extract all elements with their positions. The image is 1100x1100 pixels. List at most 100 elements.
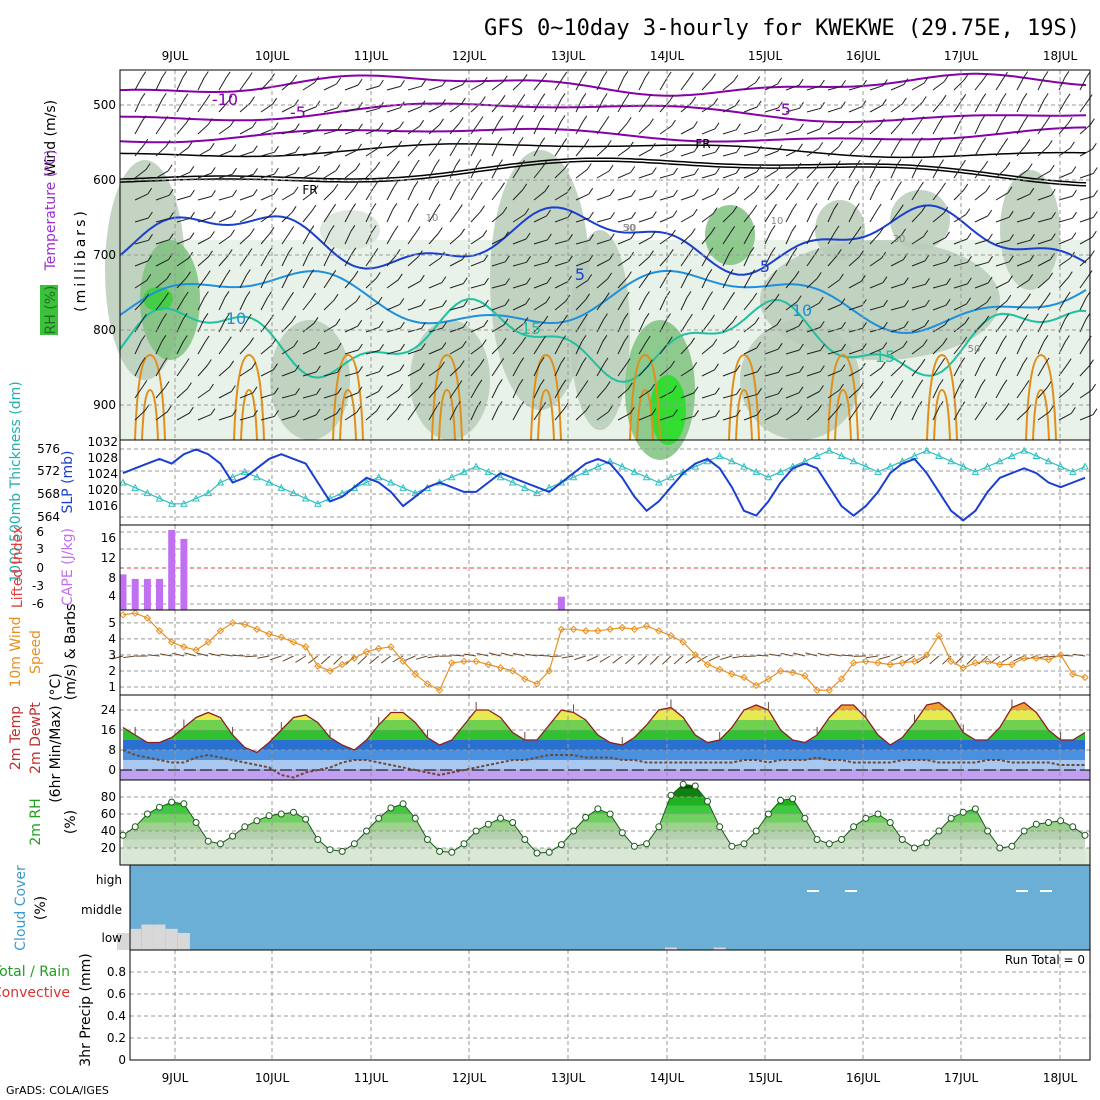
wind10-point — [253, 625, 261, 633]
wind-barb — [155, 99, 163, 113]
wind-barb-flag — [838, 140, 844, 148]
wind-barb — [197, 148, 211, 157]
wind-barb — [491, 343, 503, 355]
wind-barb-flag — [582, 313, 588, 321]
wind-barb-flag — [776, 164, 782, 171]
wind-barb-flag — [691, 96, 697, 104]
thickness-point — [594, 462, 602, 470]
wind-barb — [848, 209, 856, 223]
wind-barb-flag — [816, 272, 822, 279]
wind-barb-flag — [462, 277, 468, 284]
wind-barb — [155, 411, 168, 421]
wind-barb-flag — [963, 73, 969, 81]
dewpoint-line — [122, 749, 1085, 779]
y-tick-label: 6 — [36, 525, 44, 539]
wind-barb — [617, 195, 632, 201]
wind10-point — [277, 633, 286, 641]
wind-barb — [785, 231, 793, 245]
wind10-point — [314, 662, 322, 670]
thickness-point — [533, 489, 541, 497]
wind-barb-flag — [355, 295, 361, 302]
wind-barb — [659, 101, 670, 113]
wind10-point — [387, 643, 395, 651]
wind-barb-flag — [267, 291, 272, 298]
wind10-point — [448, 659, 456, 667]
wind-barb-flag — [420, 100, 426, 107]
wind-barb-flag — [770, 247, 776, 254]
wind-barb — [302, 129, 317, 135]
temp-contour-loop — [537, 388, 555, 441]
wind-barb-flag — [923, 76, 929, 84]
wind-barb-flag — [938, 379, 944, 386]
wind-barb — [344, 392, 359, 399]
wind-barb — [155, 363, 164, 377]
temp-contour-loop — [339, 388, 357, 441]
wind-barb — [785, 349, 800, 355]
wind-barb — [281, 370, 296, 377]
wind-barb — [1079, 100, 1089, 113]
wind-barb-flag — [754, 185, 760, 192]
cloud-marks — [117, 890, 1052, 951]
wind-barb-flag — [314, 76, 320, 83]
wind-barb — [1016, 239, 1031, 245]
wind-barb-flag — [477, 379, 483, 387]
wind-barb — [470, 385, 479, 399]
wind-barb — [407, 187, 415, 201]
wind-barb-flag — [419, 119, 425, 127]
wind-barb-flag — [1022, 335, 1028, 342]
wind-barb-flag — [1002, 379, 1008, 387]
wind-barb — [176, 277, 187, 289]
wind-barb — [491, 283, 506, 289]
wind-barb-flag — [941, 182, 946, 190]
wind-barb-flag — [777, 387, 783, 395]
wind10-point — [1069, 670, 1077, 678]
wind10-barb — [661, 655, 672, 665]
wind-barb — [155, 387, 166, 399]
wind-barb — [281, 192, 295, 201]
wind-barb — [428, 209, 437, 223]
wind-barb — [239, 234, 251, 245]
wind-barb — [134, 279, 148, 289]
wind-barb-flag — [163, 116, 169, 123]
rh-point — [1045, 819, 1052, 826]
wind-barb-flag — [251, 362, 257, 369]
thickness-point — [630, 467, 639, 475]
wind-barb-flag — [315, 365, 321, 373]
wind-barb-flag — [714, 387, 720, 395]
thickness-label: 1000-500mb Thickness (dm) — [8, 381, 24, 582]
wind-barb-flag — [966, 232, 972, 240]
thickness-point — [216, 478, 225, 486]
wind-barb — [596, 170, 610, 179]
wind-barb — [995, 121, 1003, 135]
wind-barb — [1079, 256, 1091, 267]
wind-barb-flag — [876, 203, 882, 211]
rh-point — [545, 848, 553, 856]
wind-barb-flag — [273, 363, 278, 370]
wind10-barb — [147, 654, 160, 657]
wind-barb-flag — [714, 363, 719, 371]
wind-barb — [176, 257, 189, 267]
wind-barb — [932, 121, 941, 135]
thickness-point — [362, 478, 371, 486]
wind-barb — [680, 102, 692, 113]
wind-barb-flag — [294, 364, 300, 372]
contour-label: FR — [695, 137, 710, 151]
wind-barb — [638, 173, 653, 179]
wind-barb-flag — [357, 143, 363, 151]
wind-barb-flag — [227, 95, 233, 102]
wind-barb — [680, 194, 695, 201]
wind-barb — [533, 215, 547, 223]
wind-barb — [764, 324, 778, 333]
wind-barb-flag — [651, 211, 657, 218]
wind-barb — [995, 167, 1007, 179]
wind-barb — [680, 234, 692, 245]
wind-barb — [869, 347, 884, 355]
wind-barb — [554, 363, 562, 377]
thickness-point — [1056, 462, 1065, 470]
wind-barb — [239, 415, 254, 421]
wind-barb-flag — [560, 357, 566, 364]
thickness-point — [180, 499, 188, 507]
wind-barb — [155, 194, 170, 201]
